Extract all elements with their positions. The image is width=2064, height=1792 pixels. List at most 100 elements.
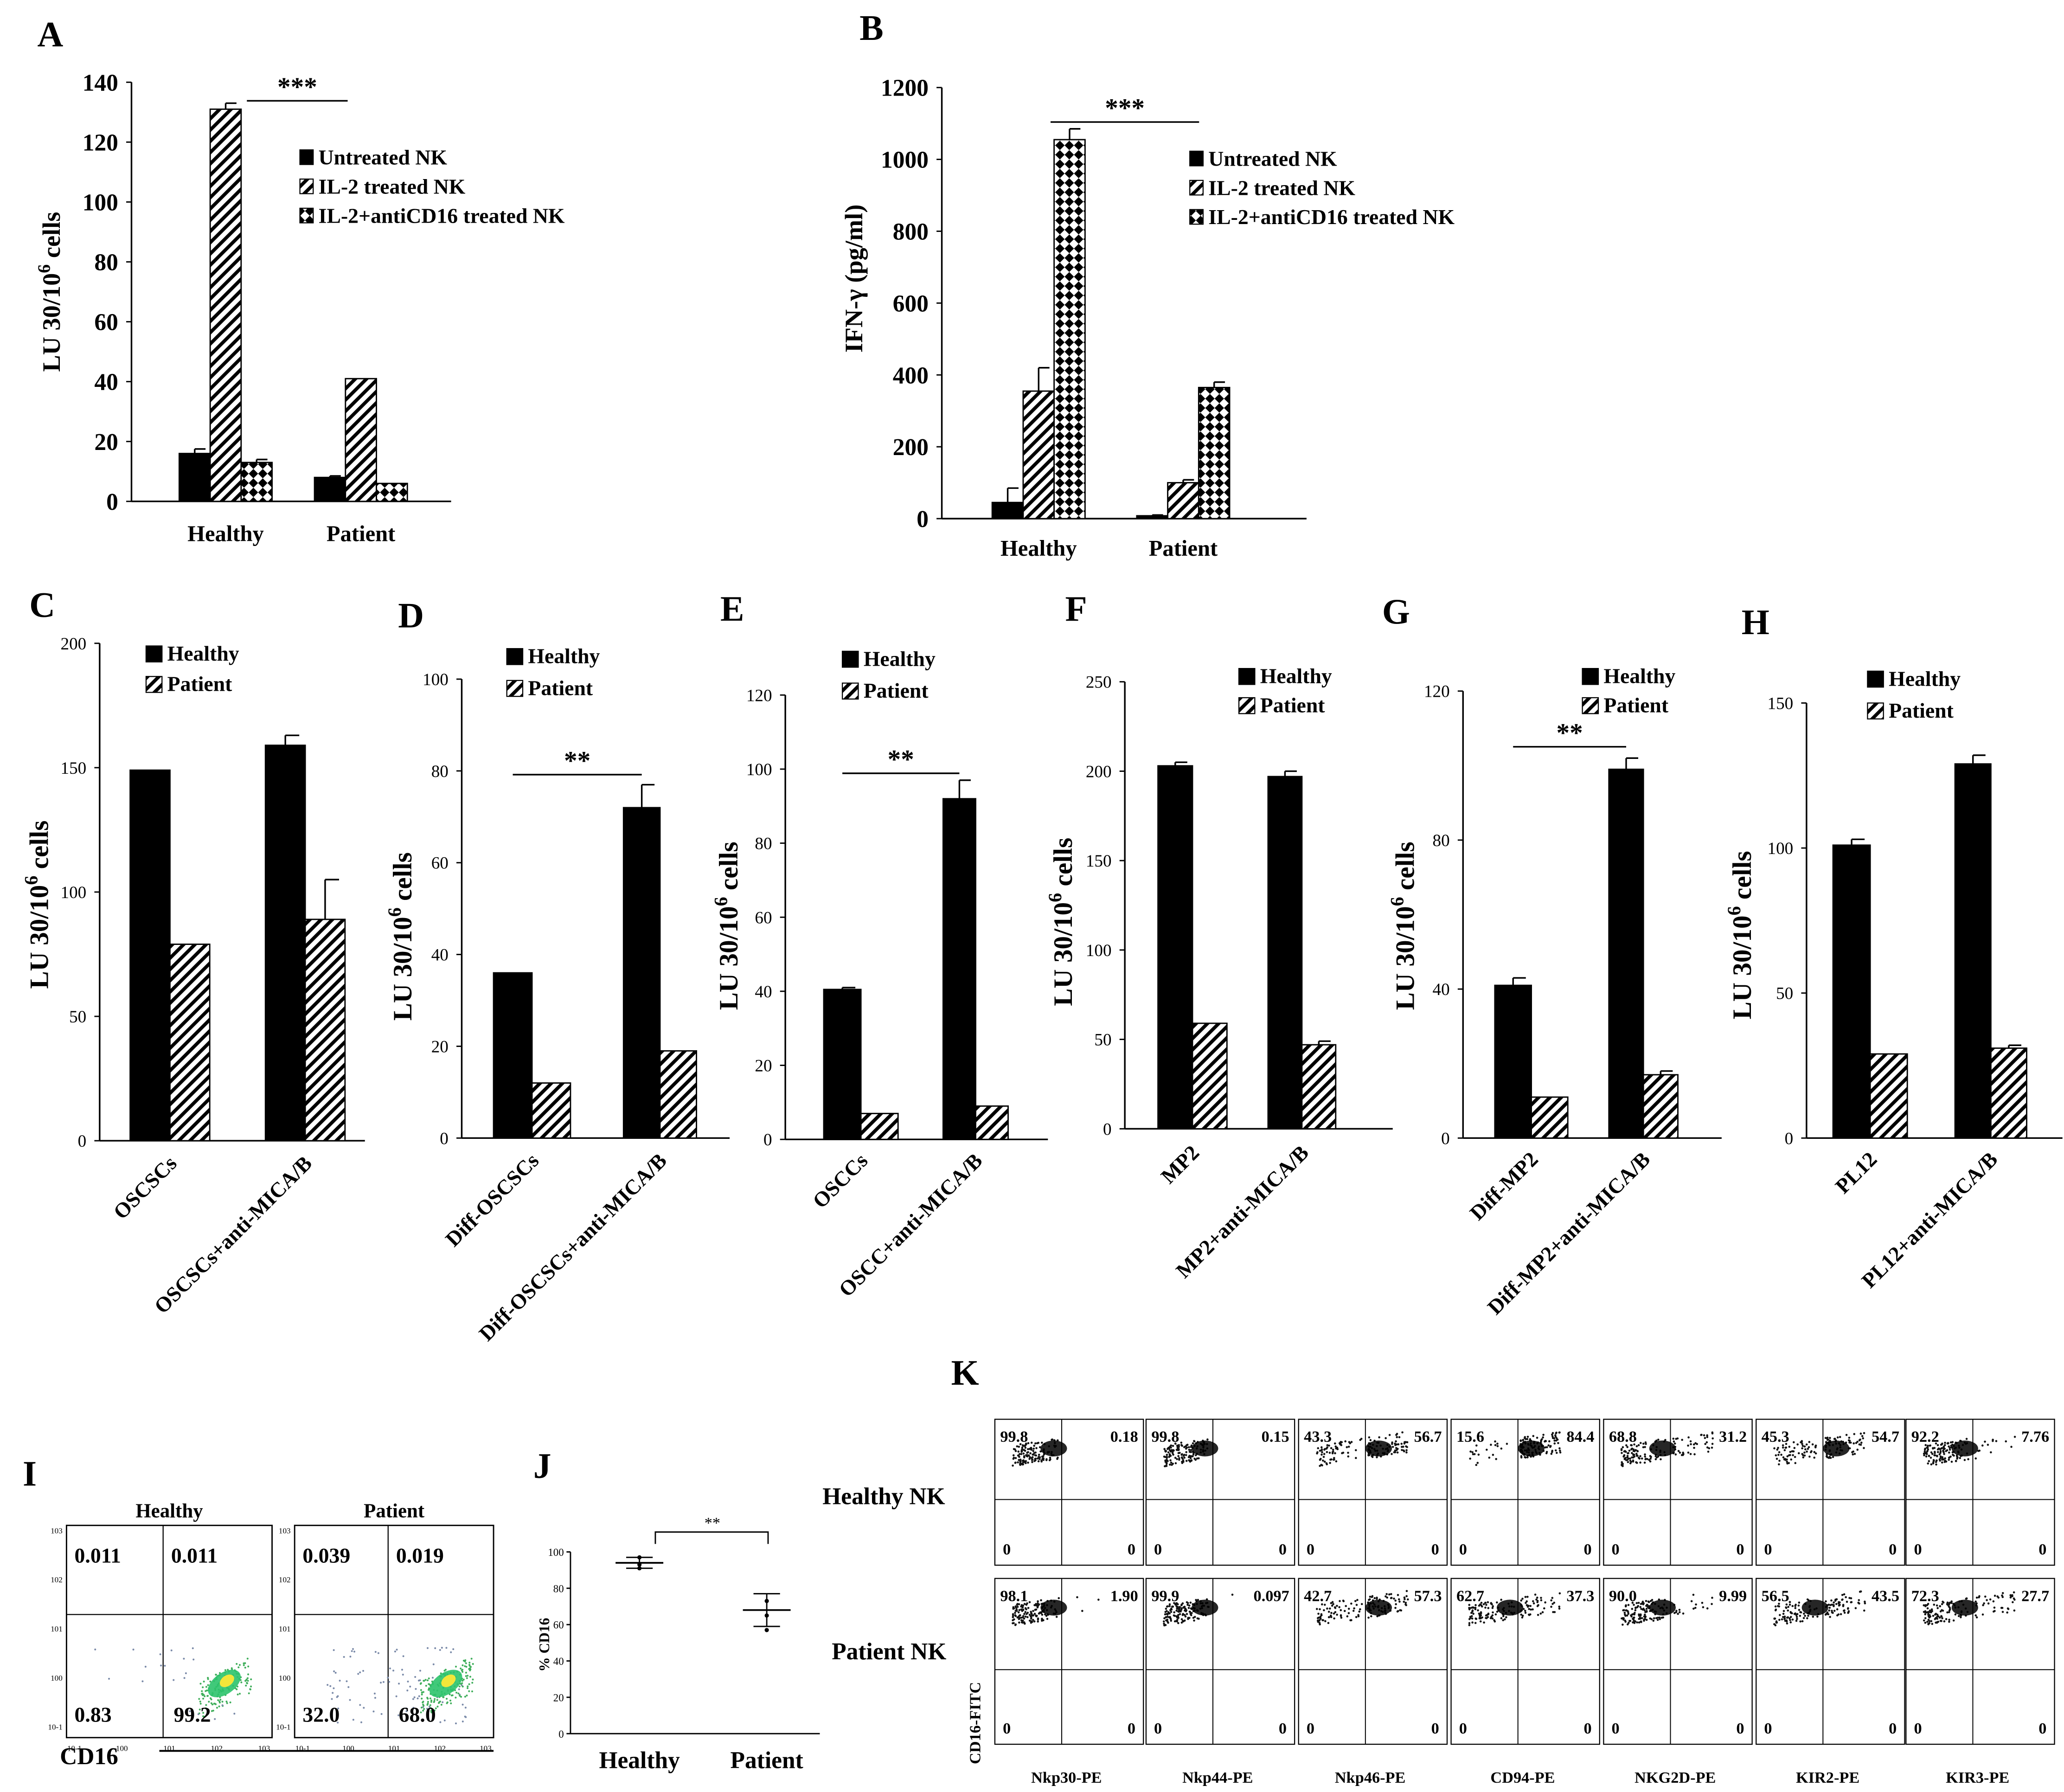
event-dot bbox=[1930, 1451, 1933, 1454]
event-dot bbox=[428, 1677, 430, 1680]
event-dot bbox=[1774, 1605, 1777, 1608]
y-tick-label: 102 bbox=[279, 1575, 291, 1584]
data-point bbox=[764, 1613, 769, 1618]
event-dot bbox=[1678, 1608, 1681, 1611]
y-tick-label: 60 bbox=[755, 908, 772, 927]
event-dot bbox=[1837, 1602, 1840, 1605]
event-dot bbox=[1319, 1450, 1321, 1452]
event-dot bbox=[1018, 1456, 1020, 1458]
event-dot bbox=[1940, 1615, 1942, 1618]
event-dot bbox=[436, 1699, 438, 1701]
event-dot bbox=[1188, 1604, 1191, 1607]
event-dot bbox=[419, 1683, 422, 1685]
event-dot bbox=[1016, 1606, 1019, 1608]
event-dot bbox=[1836, 1614, 1839, 1617]
event-dot bbox=[1978, 1449, 1981, 1452]
event-dot bbox=[1777, 1453, 1780, 1456]
event-dot bbox=[1386, 1596, 1389, 1599]
event-dot bbox=[1942, 1448, 1945, 1451]
flow-plot: 68.8 31.20 0 bbox=[1603, 1419, 1753, 1566]
bar bbox=[1832, 844, 1871, 1139]
event-dot bbox=[1795, 1619, 1798, 1622]
event-dot bbox=[1853, 1452, 1856, 1455]
event-dot bbox=[1038, 1612, 1040, 1615]
event-dot bbox=[1649, 1617, 1652, 1620]
bar bbox=[1869, 1053, 1908, 1139]
event-dot bbox=[1025, 1462, 1027, 1464]
quadrant-value: 43.3 bbox=[1304, 1428, 1332, 1445]
event-dot bbox=[237, 1666, 240, 1669]
quadrant-value: 0 bbox=[1154, 1720, 1162, 1737]
y-tick-label: 103 bbox=[279, 1526, 291, 1535]
event-dot bbox=[1948, 1611, 1950, 1613]
event-dot bbox=[1645, 1607, 1648, 1610]
event-dot bbox=[1332, 1451, 1334, 1453]
event-dot bbox=[1989, 1598, 1992, 1601]
event-dot bbox=[1482, 1603, 1485, 1606]
event-dot bbox=[1927, 1603, 1929, 1605]
y-tick-label: 0 bbox=[106, 489, 118, 515]
event-dot bbox=[468, 1665, 471, 1667]
event-dot bbox=[1390, 1593, 1392, 1595]
event-dot bbox=[333, 1649, 335, 1651]
event-dot bbox=[1322, 1459, 1324, 1462]
event-dot bbox=[1677, 1450, 1680, 1452]
flow-plot-frame bbox=[994, 1419, 1144, 1566]
event-dot bbox=[357, 1673, 359, 1675]
y-tick-label: 150 bbox=[1768, 694, 1794, 713]
event-dot bbox=[1551, 1437, 1554, 1439]
flow-plot-frame bbox=[1145, 1419, 1295, 1566]
event-dot bbox=[1355, 1616, 1358, 1619]
event-dot bbox=[1336, 1613, 1338, 1616]
event-dot bbox=[1625, 1604, 1627, 1607]
event-dot bbox=[1828, 1609, 1830, 1612]
y-tick-label: 80 bbox=[431, 762, 449, 781]
event-dot bbox=[207, 1684, 209, 1686]
event-dot bbox=[1843, 1612, 1846, 1614]
y-tick-label: 400 bbox=[893, 362, 929, 389]
event-dot bbox=[1706, 1446, 1709, 1449]
quadrant-value: 0 bbox=[1889, 1541, 1897, 1558]
event-dot bbox=[1029, 1452, 1032, 1455]
event-dot bbox=[462, 1670, 464, 1673]
event-dot bbox=[1479, 1620, 1482, 1623]
event-dot bbox=[1781, 1618, 1783, 1621]
legend-label: IL-2 treated NK bbox=[1208, 176, 1355, 199]
event-dot bbox=[1526, 1600, 1528, 1603]
event-dot bbox=[430, 1701, 432, 1703]
event-dot bbox=[1847, 1611, 1850, 1613]
event-dot bbox=[1775, 1621, 1778, 1624]
event-dot bbox=[1494, 1444, 1497, 1446]
event-dot bbox=[1468, 1604, 1471, 1606]
y-tick-label: 120 bbox=[83, 129, 118, 156]
event-dot bbox=[1170, 1619, 1172, 1622]
quadrant-value: 15.6 bbox=[1456, 1428, 1484, 1445]
event-dot bbox=[211, 1710, 213, 1712]
event-dot bbox=[1782, 1444, 1784, 1446]
event-dot bbox=[1520, 1455, 1523, 1458]
event-dot bbox=[1179, 1606, 1181, 1608]
event-dot bbox=[1550, 1452, 1553, 1455]
event-dot bbox=[247, 1673, 250, 1676]
event-dot bbox=[1811, 1443, 1814, 1445]
event-dot bbox=[464, 1707, 467, 1709]
event-dot bbox=[1480, 1601, 1483, 1604]
event-dot bbox=[1333, 1612, 1335, 1615]
event-dot bbox=[1014, 1614, 1017, 1617]
event-dot bbox=[1547, 1444, 1550, 1447]
event-dot bbox=[1397, 1594, 1399, 1596]
event-dot bbox=[1521, 1616, 1524, 1619]
event-dot bbox=[1026, 1612, 1029, 1614]
event-dot bbox=[1692, 1593, 1695, 1596]
quadrant-value: 45.3 bbox=[1762, 1428, 1789, 1445]
event-dot bbox=[1020, 1619, 1023, 1622]
event-dot bbox=[159, 1653, 161, 1656]
event-dot bbox=[1178, 1448, 1180, 1451]
event-dot bbox=[1693, 1446, 1695, 1449]
event-dot bbox=[333, 1670, 335, 1672]
y-tick-label: 100 bbox=[423, 670, 449, 689]
event-dot bbox=[435, 1707, 437, 1709]
